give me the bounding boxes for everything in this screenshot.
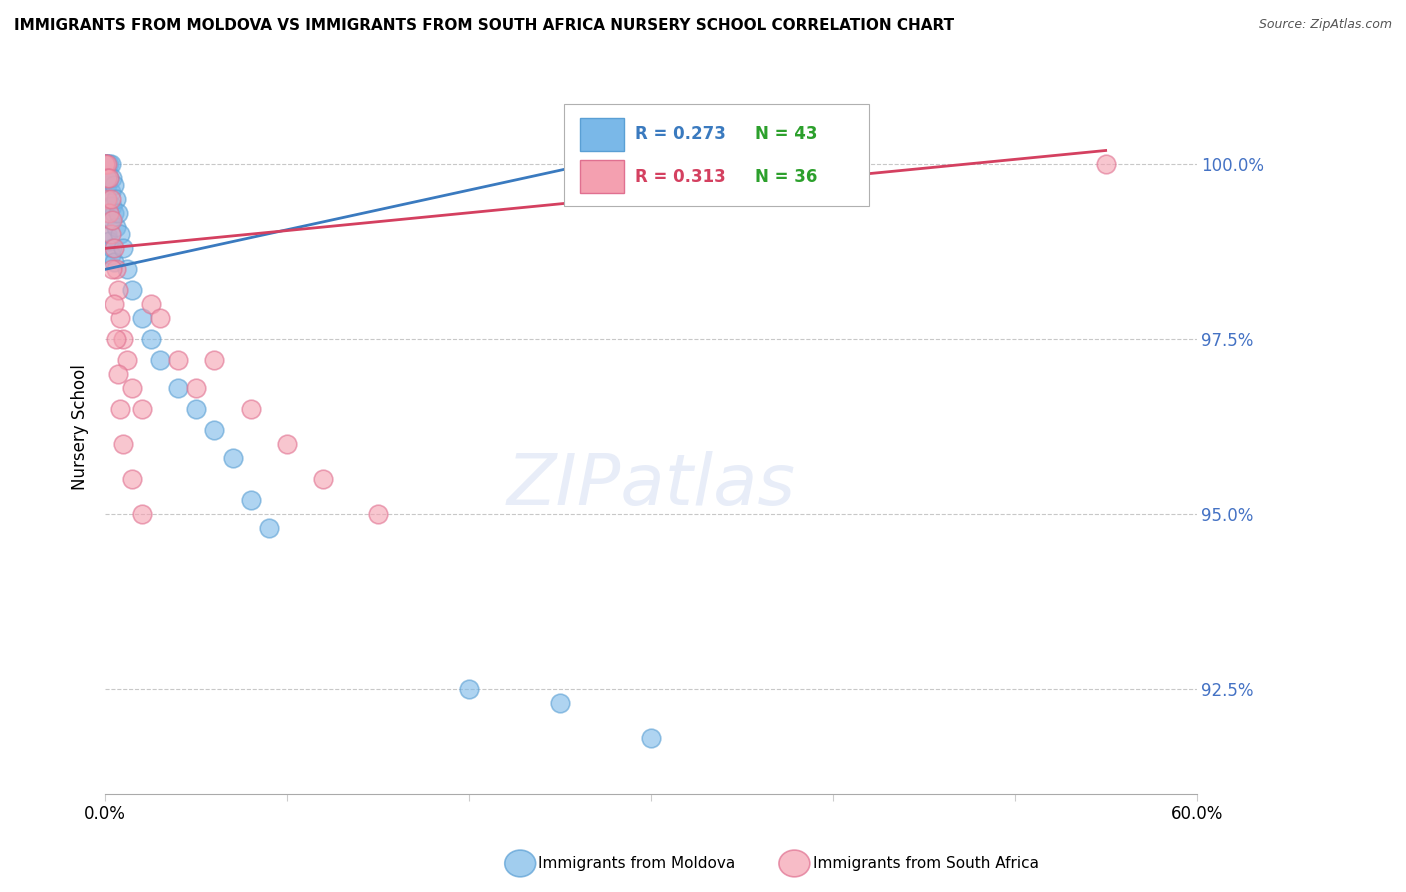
Text: R = 0.313: R = 0.313 [634, 168, 725, 186]
Point [139, 297, 162, 311]
Point [94, 157, 117, 171]
Point [367, 507, 389, 521]
Point [276, 437, 298, 451]
Text: Immigrants from South Africa: Immigrants from South Africa [813, 856, 1039, 871]
Point [107, 283, 129, 297]
Point [96, 157, 118, 171]
Point [108, 402, 131, 417]
Point [96, 171, 118, 186]
Point [149, 353, 172, 368]
Point [97, 235, 120, 249]
Point [115, 353, 138, 368]
Point [96, 157, 118, 171]
Point [121, 472, 143, 486]
Point [107, 368, 129, 382]
Point [149, 311, 172, 326]
Point [94, 157, 117, 171]
Point [101, 241, 124, 255]
Point [96, 157, 118, 171]
FancyBboxPatch shape [579, 119, 624, 152]
Point [103, 255, 125, 269]
Text: IMMIGRANTS FROM MOLDOVA VS IMMIGRANTS FROM SOUTH AFRICA NURSERY SCHOOL CORRELATI: IMMIGRANTS FROM MOLDOVA VS IMMIGRANTS FR… [14, 18, 955, 33]
Point [186, 381, 208, 395]
Text: Source: ZipAtlas.com: Source: ZipAtlas.com [1258, 18, 1392, 31]
Point [97, 157, 120, 171]
Point [101, 213, 124, 227]
Point [221, 451, 243, 466]
Point [121, 283, 143, 297]
Point [239, 402, 262, 417]
Point [105, 332, 128, 346]
Point [131, 507, 153, 521]
Point [458, 681, 481, 696]
FancyBboxPatch shape [579, 161, 624, 194]
Point [105, 193, 128, 207]
Point [312, 472, 335, 486]
Y-axis label: Nursery School: Nursery School [72, 364, 89, 490]
Point [97, 206, 120, 220]
Point [101, 171, 124, 186]
Text: ZIPatlas: ZIPatlas [506, 450, 796, 520]
Point [100, 248, 122, 262]
Point [239, 493, 262, 508]
Point [94, 157, 117, 171]
Point [202, 353, 225, 368]
Point [548, 696, 571, 710]
Point [139, 332, 162, 346]
Point [94, 171, 117, 186]
Point [103, 297, 125, 311]
Point [640, 731, 662, 745]
Point [108, 311, 131, 326]
Point [105, 262, 128, 277]
Point [112, 241, 135, 255]
Text: N = 36: N = 36 [755, 168, 817, 186]
Point [105, 220, 128, 235]
Point [100, 213, 122, 227]
Point [167, 353, 190, 368]
Text: R = 0.273: R = 0.273 [634, 126, 725, 144]
Point [101, 199, 124, 213]
Point [94, 193, 117, 207]
Point [97, 199, 120, 213]
Point [1094, 157, 1116, 171]
Text: N = 43: N = 43 [755, 126, 817, 144]
Point [94, 157, 117, 171]
Point [257, 521, 280, 535]
Point [101, 262, 124, 277]
Point [131, 402, 153, 417]
Point [108, 227, 131, 242]
Point [115, 262, 138, 277]
Point [100, 157, 122, 171]
Point [96, 193, 118, 207]
FancyBboxPatch shape [564, 103, 869, 206]
Point [103, 206, 125, 220]
Point [112, 437, 135, 451]
Point [167, 381, 190, 395]
Point [97, 171, 120, 186]
Point [97, 171, 120, 186]
Point [100, 193, 122, 207]
Text: Immigrants from Moldova: Immigrants from Moldova [538, 856, 735, 871]
Point [96, 178, 118, 193]
Point [121, 381, 143, 395]
Point [100, 227, 122, 242]
Point [100, 186, 122, 200]
Point [96, 206, 118, 220]
Point [186, 402, 208, 417]
Point [131, 311, 153, 326]
Point [96, 227, 118, 242]
Point [94, 157, 117, 171]
Point [202, 423, 225, 437]
Point [107, 206, 129, 220]
Point [103, 241, 125, 255]
Point [112, 332, 135, 346]
Point [103, 178, 125, 193]
